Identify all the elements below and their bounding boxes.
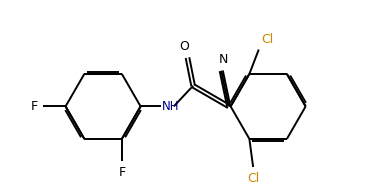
Text: F: F: [30, 100, 37, 113]
Text: O: O: [179, 40, 189, 53]
Text: Cl: Cl: [247, 172, 259, 185]
Text: Cl: Cl: [261, 33, 273, 46]
Text: N: N: [219, 53, 228, 66]
Text: NH: NH: [162, 100, 180, 113]
Text: F: F: [118, 166, 125, 179]
